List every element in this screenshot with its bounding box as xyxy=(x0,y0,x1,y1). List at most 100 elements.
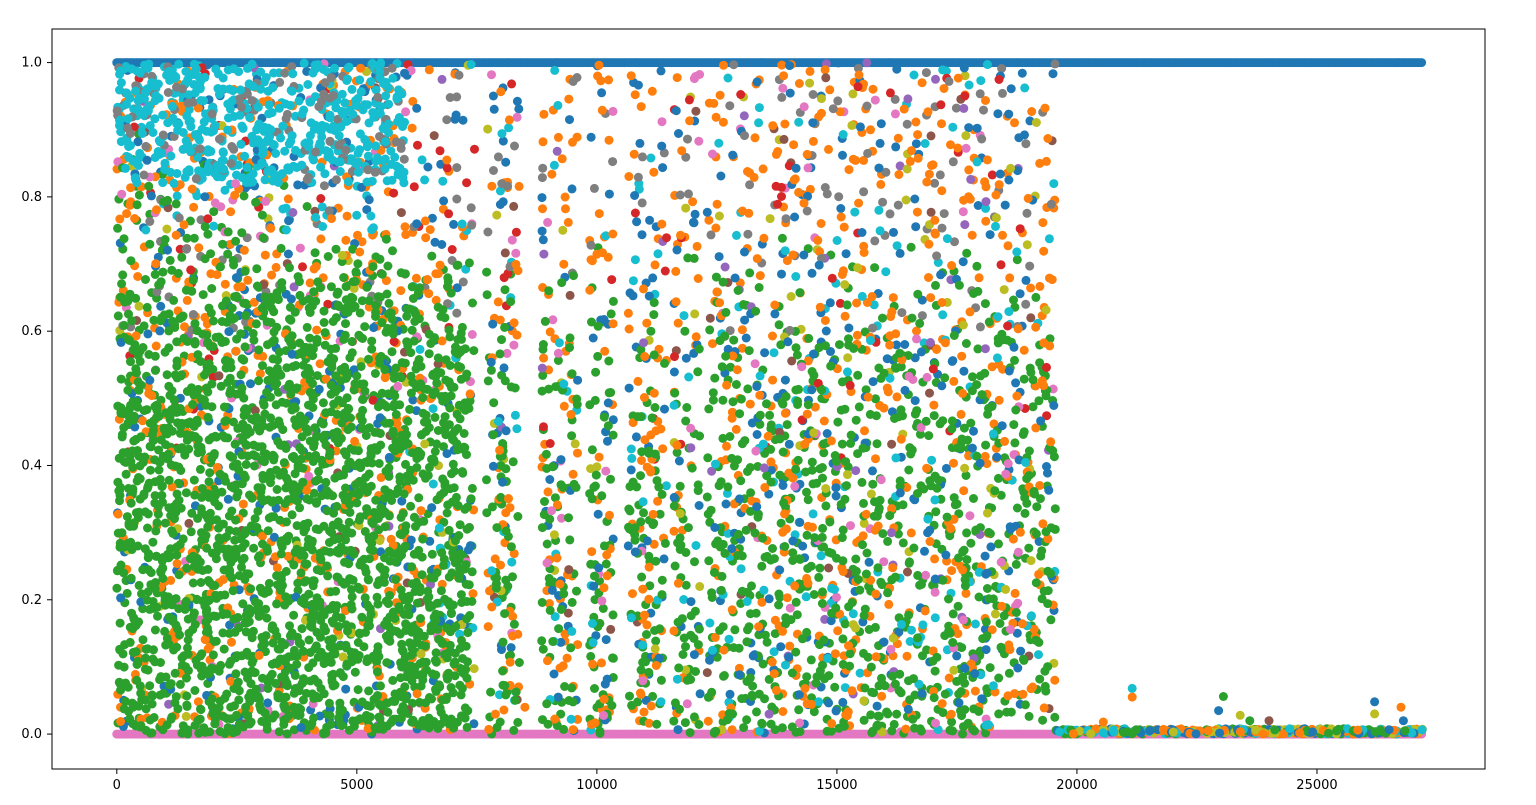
data-point xyxy=(835,107,845,117)
data-point xyxy=(723,482,733,492)
data-point xyxy=(925,476,935,486)
data-point xyxy=(893,529,903,539)
data-point xyxy=(554,624,564,634)
data-point xyxy=(723,73,733,83)
data-point xyxy=(648,691,658,701)
data-point xyxy=(1016,646,1026,656)
data-point xyxy=(743,587,752,597)
data-point xyxy=(964,165,974,175)
data-point xyxy=(871,394,880,404)
data-point xyxy=(760,694,769,704)
data-point xyxy=(174,213,184,223)
data-point xyxy=(552,146,562,156)
data-point xyxy=(302,322,312,332)
data-point xyxy=(487,70,496,80)
data-point xyxy=(646,326,656,336)
data-point xyxy=(938,310,948,320)
data-point xyxy=(759,463,769,473)
data-point xyxy=(463,628,473,638)
data-point xyxy=(193,350,203,360)
data-point xyxy=(169,295,179,305)
data-point xyxy=(296,723,306,732)
data-point xyxy=(885,340,895,350)
data-point xyxy=(681,642,690,652)
data-point xyxy=(782,524,791,534)
data-point xyxy=(539,353,549,363)
data-point xyxy=(656,697,666,707)
data-point xyxy=(714,252,724,262)
data-point xyxy=(996,490,1006,500)
data-point xyxy=(658,163,668,173)
data-point xyxy=(891,453,901,463)
data-point xyxy=(922,177,932,187)
data-point xyxy=(683,134,692,144)
data-point xyxy=(719,671,728,681)
data-point xyxy=(692,241,702,251)
data-point xyxy=(768,375,778,385)
data-point xyxy=(401,230,411,240)
data-point xyxy=(586,132,596,142)
data-point xyxy=(780,542,790,551)
data-point xyxy=(1010,355,1019,365)
data-point xyxy=(190,337,200,346)
data-point xyxy=(490,554,500,564)
data-point xyxy=(907,625,916,635)
data-point xyxy=(695,431,705,441)
data-point xyxy=(1009,420,1019,430)
data-point xyxy=(496,560,505,570)
data-point xyxy=(994,395,1004,405)
data-point xyxy=(687,463,697,473)
data-point xyxy=(852,330,862,340)
data-point xyxy=(563,217,573,227)
data-point xyxy=(691,667,700,676)
data-point xyxy=(774,320,784,330)
data-point xyxy=(543,719,553,729)
data-point xyxy=(209,221,219,231)
data-point xyxy=(755,390,765,400)
data-point xyxy=(969,494,978,503)
data-point xyxy=(220,185,230,195)
data-point xyxy=(597,491,607,501)
data-point xyxy=(568,77,578,86)
data-point xyxy=(608,157,618,167)
data-point xyxy=(482,290,492,300)
data-point xyxy=(947,424,957,434)
data-point xyxy=(323,252,333,261)
data-point xyxy=(608,106,618,116)
data-point xyxy=(819,448,829,458)
data-point xyxy=(1003,241,1013,251)
data-point xyxy=(803,356,813,366)
data-point xyxy=(689,218,699,228)
data-point xyxy=(949,376,959,386)
data-point xyxy=(495,445,505,455)
data-point xyxy=(591,367,601,377)
data-point xyxy=(859,498,868,508)
data-point xyxy=(511,259,521,269)
data-point xyxy=(962,528,972,538)
data-point xyxy=(960,220,970,230)
data-point xyxy=(835,340,844,350)
data-point xyxy=(566,714,576,724)
data-point xyxy=(925,525,935,535)
data-point xyxy=(1003,459,1013,469)
data-point xyxy=(818,587,827,597)
data-point xyxy=(969,289,978,298)
data-point xyxy=(717,571,727,581)
data-point xyxy=(295,243,305,253)
data-point xyxy=(822,429,832,438)
data-point xyxy=(826,726,836,736)
data-point xyxy=(785,603,795,613)
data-point xyxy=(302,202,312,211)
data-point xyxy=(961,131,971,141)
data-point xyxy=(499,363,509,373)
data-point xyxy=(1020,508,1030,518)
data-point xyxy=(539,249,549,259)
data-point xyxy=(646,153,656,163)
data-point xyxy=(778,707,788,716)
data-point xyxy=(590,395,600,405)
data-point xyxy=(1034,396,1044,406)
data-point xyxy=(884,599,894,609)
data-point xyxy=(495,349,505,359)
data-point xyxy=(784,161,794,171)
data-point xyxy=(498,666,508,676)
